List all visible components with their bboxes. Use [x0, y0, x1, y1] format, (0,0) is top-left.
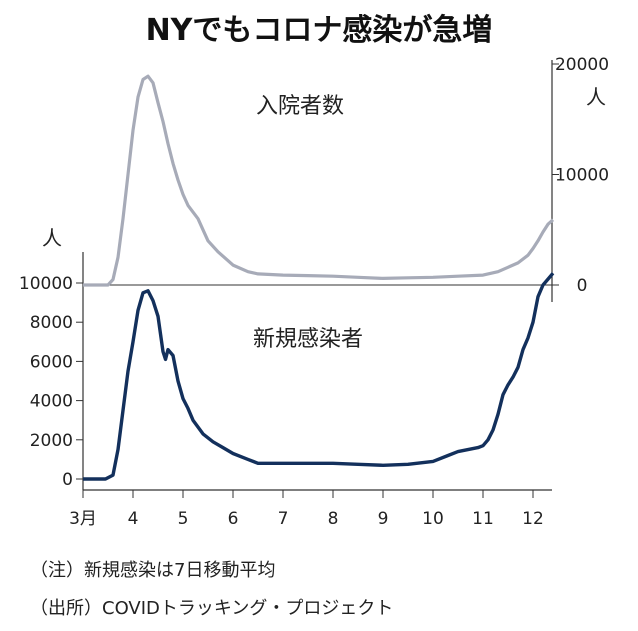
series-line-hospitalized	[83, 74, 555, 287]
right-y-tick-label: 20000	[555, 55, 609, 75]
x-tick-label: 8	[328, 509, 339, 529]
left-y-tick-label: 0	[62, 470, 73, 490]
footnote: （注）新規感染は7日移動平均	[30, 560, 276, 581]
x-tick-label: 3月	[69, 509, 97, 529]
x-tick-label: 5	[178, 509, 189, 529]
x-tick-label: 6	[228, 509, 239, 529]
right-y-tick-label: 0	[577, 276, 588, 296]
left-y-tick-label: 4000	[30, 392, 73, 412]
x-tick-label: 10	[422, 509, 444, 529]
x-tick-label: 7	[278, 509, 289, 529]
left-y-tick-label: 8000	[30, 313, 73, 333]
right-y-unit: 人	[586, 85, 606, 109]
source-note: （出所）COVIDトラッキング・プロジェクト	[30, 598, 394, 619]
left-y-tick-label: 2000	[30, 431, 73, 451]
series-label-new-cases: 新規感染者	[253, 327, 363, 352]
x-tick-label: 11	[472, 509, 494, 529]
left-y-tick-label: 6000	[30, 352, 73, 372]
left-y-unit: 人	[42, 226, 62, 250]
chart-title: NYでもコロナ感染が急増	[146, 13, 493, 48]
x-tick-label: 4	[128, 509, 139, 529]
x-tick-label: 9	[378, 509, 389, 529]
series-line-new-cases	[83, 272, 555, 481]
left-y-tick-label: 10000	[19, 274, 73, 294]
right-y-tick-label: 10000	[555, 166, 609, 186]
x-tick-label: 12	[522, 509, 544, 529]
series-label-hospitalized: 入院者数	[256, 94, 344, 119]
